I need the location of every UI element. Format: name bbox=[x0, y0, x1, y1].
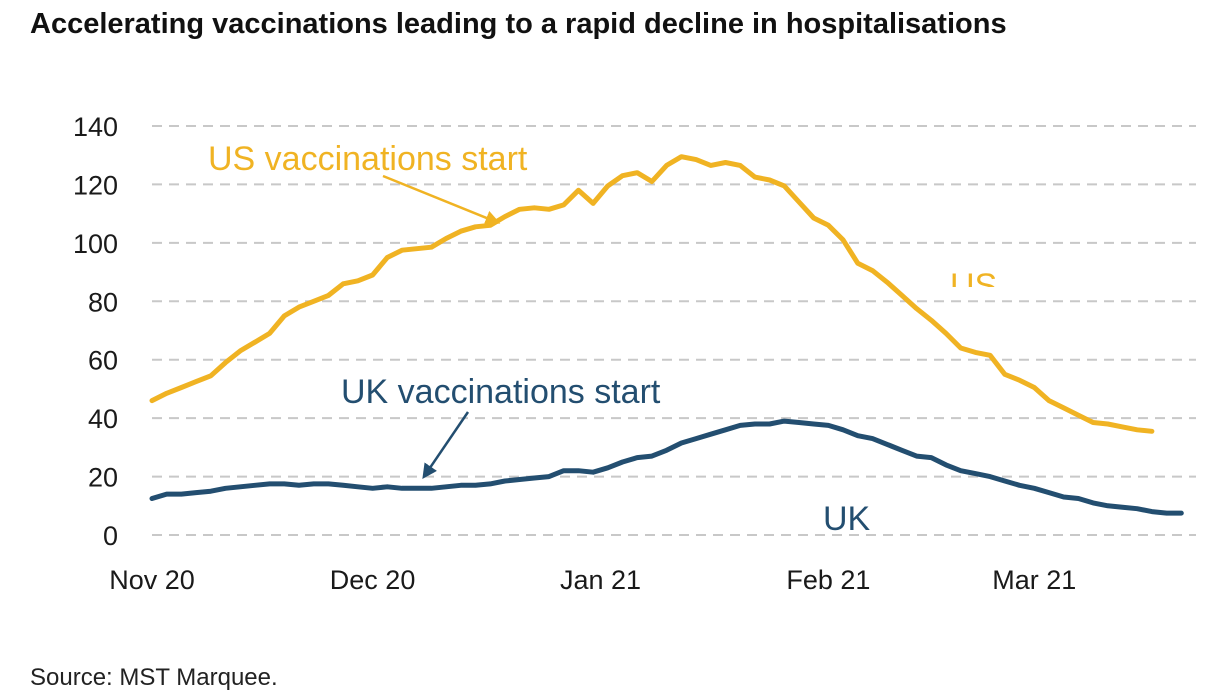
series-line-us bbox=[149, 154, 1155, 434]
annotation-label: US vaccinations start bbox=[208, 140, 528, 178]
y-tick-label: 20 bbox=[88, 463, 118, 493]
x-axis-ticks: Nov 20 Dec 20 Jan 21 Feb 21 Mar 21 bbox=[109, 565, 1076, 595]
y-tick-label: 40 bbox=[88, 404, 118, 434]
y-tick-label: 80 bbox=[88, 287, 118, 317]
annotation-arrow bbox=[382, 174, 501, 225]
x-tick-label: Dec 20 bbox=[330, 565, 416, 595]
series-line-uk bbox=[149, 418, 1184, 516]
x-tick-label: Nov 20 bbox=[109, 565, 195, 595]
annotation-label: UK bbox=[823, 500, 871, 538]
source-note: Source: MST Marquee. bbox=[30, 664, 278, 691]
chart-title: Accelerating vaccinations leading to a r… bbox=[30, 8, 1007, 40]
y-tick-label: 0 bbox=[103, 521, 118, 551]
y-axis-ticks: 0 20 40 60 80 100 120 140 bbox=[73, 112, 118, 551]
y-tick-label: 60 bbox=[88, 346, 118, 376]
y-tick-label: 120 bbox=[73, 170, 118, 200]
y-tick-label: 140 bbox=[73, 112, 118, 142]
series-lines bbox=[149, 154, 1184, 516]
annotation-label: US bbox=[950, 267, 997, 305]
x-tick-label: Mar 21 bbox=[992, 565, 1076, 595]
annotations: US vaccinations start UK vaccinations sta… bbox=[208, 140, 997, 538]
x-tick-label: Jan 21 bbox=[560, 565, 641, 595]
annotation-label: UK vaccinations start bbox=[341, 373, 661, 411]
y-tick-label: 100 bbox=[73, 229, 118, 259]
grid-lines bbox=[152, 125, 1196, 536]
annotation-arrow bbox=[422, 411, 470, 480]
x-tick-label: Feb 21 bbox=[786, 565, 870, 595]
